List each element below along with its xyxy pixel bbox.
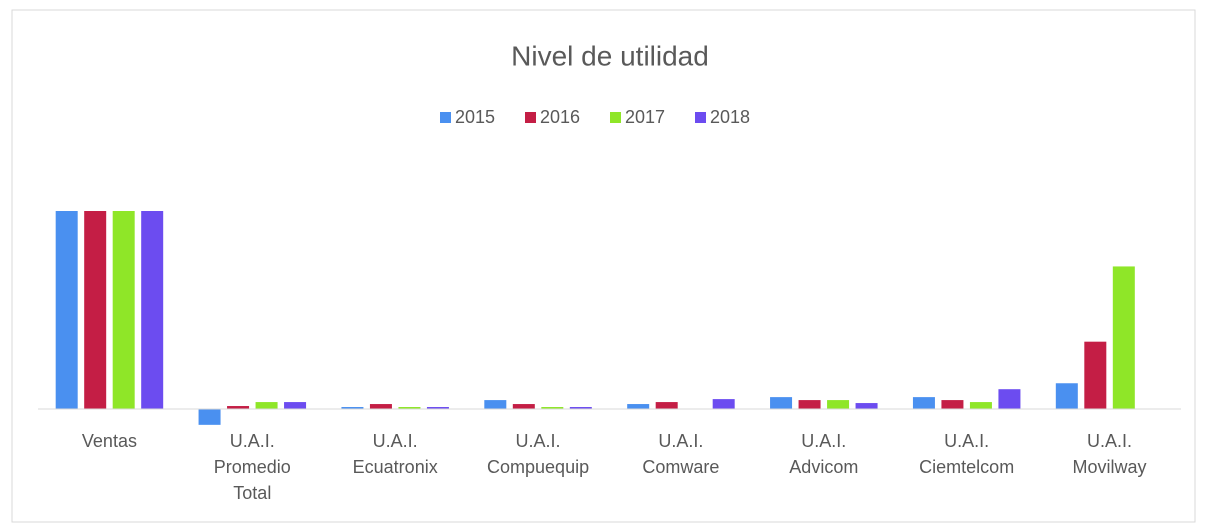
bar	[1084, 341, 1107, 409]
bar	[941, 400, 964, 409]
x-tick-label: U.A.I. Movilway	[1073, 431, 1147, 477]
bar	[341, 407, 364, 409]
bar	[84, 211, 107, 409]
bar	[569, 407, 592, 409]
legend-swatch	[695, 112, 706, 123]
bar	[1055, 383, 1078, 409]
chart-title: Nivel de utilidad	[511, 40, 709, 71]
legend-swatch	[610, 112, 621, 123]
bar	[627, 404, 650, 409]
bar	[255, 402, 278, 409]
bar	[284, 402, 307, 409]
chart-frame	[11, 9, 1196, 523]
bar	[712, 399, 735, 409]
bar	[484, 400, 507, 409]
bar	[798, 400, 821, 409]
bar	[827, 400, 850, 409]
bar	[912, 397, 935, 409]
bar	[969, 402, 992, 409]
x-tick-label: U.A.I. Comware	[642, 431, 719, 477]
bar	[112, 211, 135, 409]
bar	[198, 409, 221, 425]
x-tick-label: U.A.I. Ciemtelcom	[919, 431, 1014, 477]
bar	[998, 389, 1021, 409]
x-tick-label: Ventas	[82, 431, 137, 451]
bar	[541, 407, 564, 409]
bar	[655, 402, 678, 409]
bar	[770, 397, 793, 409]
bar	[426, 407, 449, 409]
bar	[227, 406, 250, 409]
x-tick-label: U.A.I. Advicom	[789, 431, 858, 477]
bar	[855, 403, 878, 409]
bar	[1112, 266, 1135, 409]
bar	[369, 404, 392, 409]
legend-label: 2018	[710, 107, 750, 127]
bar	[141, 211, 164, 409]
legend-label: 2017	[625, 107, 665, 127]
legend-swatch	[440, 112, 451, 123]
bar	[512, 404, 535, 409]
x-tick-label: U.A.I. Compuequip	[487, 431, 589, 477]
legend-label: 2015	[455, 107, 495, 127]
bar	[55, 211, 78, 409]
legend-label: 2016	[540, 107, 580, 127]
legend-swatch	[525, 112, 536, 123]
x-tick-label: U.A.I. Ecuatronix	[353, 431, 438, 477]
x-tick-label: U.A.I. Promedio Total	[214, 431, 291, 503]
bar	[398, 407, 421, 409]
